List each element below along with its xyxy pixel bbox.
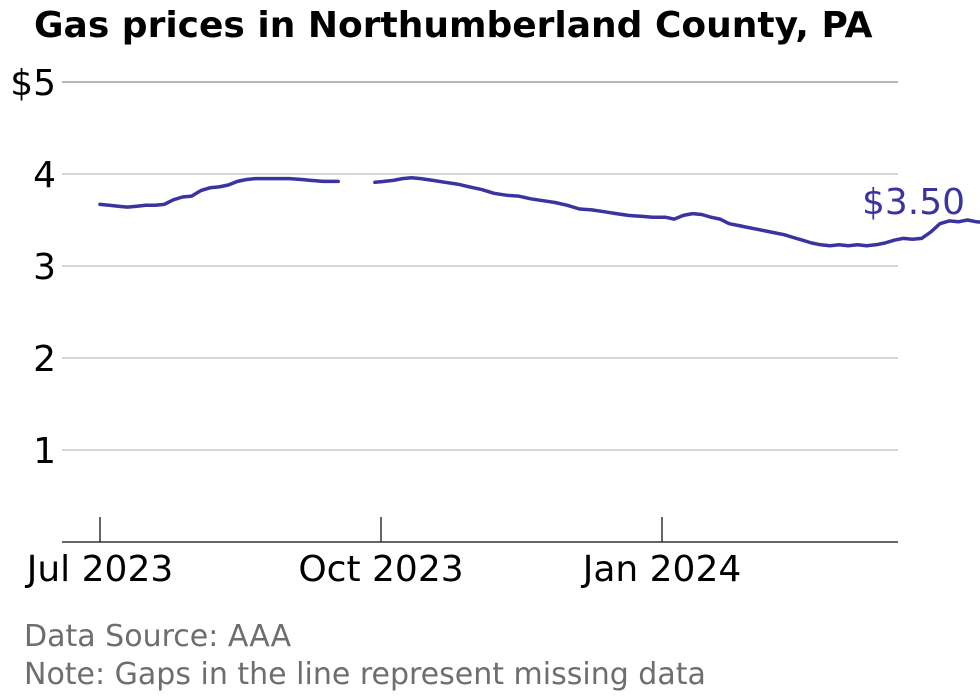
end-value-label: $3.50 (862, 182, 965, 223)
x-axis (62, 517, 898, 543)
series-line-segment-2 (373, 175, 980, 248)
note-text: Note: Gaps in the line represent missing… (24, 657, 706, 692)
y-tick-label: 3 (33, 247, 56, 288)
x-tick-label: Jan 2024 (581, 549, 742, 590)
series-line (98, 175, 980, 248)
x-tick-label: Jul 2023 (25, 549, 174, 590)
y-tick-label: $5 (10, 63, 56, 104)
y-tick-labels: 1 2 3 4 $5 (10, 63, 56, 472)
chart-title: Gas prices in Northumberland County, PA (34, 5, 873, 46)
y-tick-label: 4 (33, 155, 56, 196)
series-line-segment-1 (98, 176, 340, 209)
y-tick-label: 2 (33, 339, 56, 380)
x-tick-label: Oct 2023 (298, 549, 463, 590)
data-source-text: Data Source: AAA (24, 619, 292, 654)
gridlines (62, 81, 898, 451)
y-tick-label: 1 (33, 431, 56, 472)
x-tick-labels: Jul 2023 Oct 2023 Jan 2024 (25, 549, 742, 590)
